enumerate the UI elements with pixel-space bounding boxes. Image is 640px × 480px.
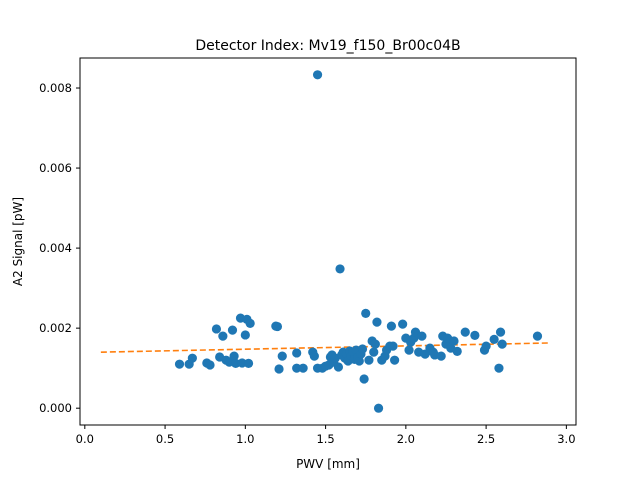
data-point: [292, 363, 302, 373]
fit-line: [100, 342, 551, 353]
data-point: [298, 363, 308, 373]
data-point: [364, 355, 374, 365]
data-point: [243, 358, 254, 368]
x-tick-label: 3.0: [557, 432, 575, 446]
data-point: [218, 331, 228, 341]
y-tick-label: 0.008: [39, 81, 72, 95]
data-point: [187, 353, 197, 363]
data-point: [470, 330, 480, 340]
data-point: [417, 331, 427, 341]
plot-frame: [79, 57, 577, 426]
chart-title: Detector Index: Mv19_f150_Br00c04B: [195, 38, 460, 54]
data-point: [245, 318, 255, 328]
data-point: [370, 339, 380, 349]
y-tick-label: 0.000: [39, 401, 72, 415]
data-point: [357, 344, 368, 354]
data-point: [361, 308, 371, 318]
data-point: [211, 324, 222, 334]
y-tick-label: 0.006: [39, 161, 72, 175]
data-point: [309, 351, 319, 361]
data-point: [369, 347, 379, 357]
data-point: [386, 321, 397, 331]
data-point: [240, 330, 250, 340]
data-point: [452, 346, 462, 356]
data-point: [333, 362, 344, 372]
data-point: [292, 348, 302, 358]
data-point: [359, 374, 369, 384]
data-point: [495, 327, 506, 337]
x-tick-label: 0.5: [156, 432, 174, 446]
fit-layer: [100, 342, 551, 353]
data-point: [229, 351, 239, 361]
data-point: [532, 331, 543, 341]
x-tick-label: 1.0: [236, 432, 254, 446]
data-point: [398, 319, 408, 329]
data-point: [372, 317, 382, 327]
x-tick-label: 2.0: [397, 432, 415, 446]
data-point: [227, 325, 238, 335]
data-point: [274, 364, 284, 374]
y-axis-label: A2 Signal [pW]: [11, 197, 25, 286]
data-point: [390, 355, 400, 365]
data-point: [277, 351, 287, 361]
y-axis: 0.000 0.002 0.004 0.006 0.008: [39, 81, 80, 415]
data-point: [489, 334, 499, 344]
x-axis-label: PWV [mm]: [296, 457, 360, 471]
data-point: [335, 264, 345, 274]
data-point: [497, 339, 507, 349]
data-point: [312, 70, 323, 80]
y-tick-label: 0.004: [39, 241, 72, 255]
data-point: [404, 345, 414, 355]
x-tick-label: 1.5: [316, 432, 334, 446]
data-point: [481, 341, 491, 351]
data-point: [494, 363, 504, 373]
data-point: [460, 327, 470, 337]
data-point: [449, 336, 459, 346]
x-tick-label: 2.5: [477, 432, 495, 446]
data-point: [373, 403, 384, 413]
data-point: [174, 359, 185, 369]
data-point: [205, 360, 215, 370]
x-tick-label: 0.0: [76, 432, 94, 446]
data-point: [272, 321, 283, 332]
data-point: [388, 341, 398, 351]
data-point: [436, 351, 446, 361]
points-layer: [174, 70, 543, 413]
y-tick-label: 0.002: [39, 321, 72, 335]
x-axis: 0.0 0.5 1.0 1.5 2.0 2.5 3.0: [76, 425, 576, 446]
